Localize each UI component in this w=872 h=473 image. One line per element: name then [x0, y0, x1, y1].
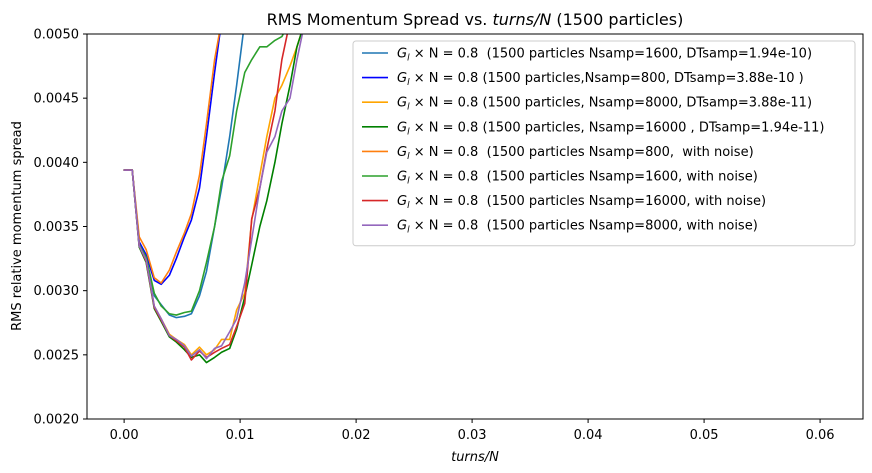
legend-entry-2: Gl × N = 0.8 (1500 particles,Nsamp=800, … [397, 71, 804, 88]
series-layer [123, 34, 304, 364]
y-axis-label: RMS relative momentum spread [10, 121, 25, 331]
series-line-5 [123, 34, 221, 284]
y-axis: 0.0020 0.0025 0.0030 0.0035 0.0040 0.0045 0.00… [34, 28, 87, 428]
legend-entry-8: Gl × N = 0.8 (1500 particles Nsamp=8000,… [397, 219, 758, 236]
y-tick-label: 0.0045 [34, 92, 80, 107]
x-tick-label: 0.04 [574, 428, 603, 443]
y-tick-label: 0.0050 [34, 28, 80, 43]
series-line-6 [123, 34, 285, 316]
legend-entry-6: Gl × N = 0.8 (1500 particles Nsamp=1600,… [397, 170, 758, 187]
legend: Gl × N = 0.8 (1500 particles Nsamp=1600,… [352, 40, 856, 247]
y-tick-label: 0.0040 [34, 156, 80, 171]
x-axis: 0.00 0.01 0.02 0.03 0.04 0.05 0.06 [110, 419, 835, 443]
x-tick-label: 0.01 [226, 428, 255, 443]
x-axis-label: turns/N [451, 450, 499, 465]
legend-entry-3: Gl × N = 0.8 (1500 particles, Nsamp=8000… [397, 96, 812, 113]
x-tick-label: 0.00 [110, 428, 139, 443]
series-line-2 [123, 34, 221, 286]
legend-entry-5: Gl × N = 0.8 (1500 particles Nsamp=800, … [397, 145, 754, 162]
x-tick-label: 0.06 [806, 428, 835, 443]
legend-box [352, 40, 856, 247]
y-tick-label: 0.0035 [34, 220, 80, 235]
legend-entry-1: Gl × N = 0.8 (1500 particles Nsamp=1600,… [397, 47, 812, 64]
legend-entry-7: Gl × N = 0.8 (1500 particles Nsamp=16000… [397, 194, 766, 211]
y-tick-label: 0.0020 [34, 413, 80, 428]
legend-entry-4: Gl × N = 0.8 (1500 particles, Nsamp=1600… [397, 120, 824, 137]
chart-title: RMS Momentum Spread vs. turns/N (1500 pa… [267, 10, 684, 29]
x-tick-label: 0.03 [458, 428, 487, 443]
y-tick-label: 0.0030 [34, 284, 80, 299]
series-line-8 [123, 34, 304, 360]
x-tick-label: 0.02 [342, 428, 371, 443]
x-tick-label: 0.05 [690, 428, 719, 443]
y-tick-label: 0.0025 [34, 348, 80, 363]
